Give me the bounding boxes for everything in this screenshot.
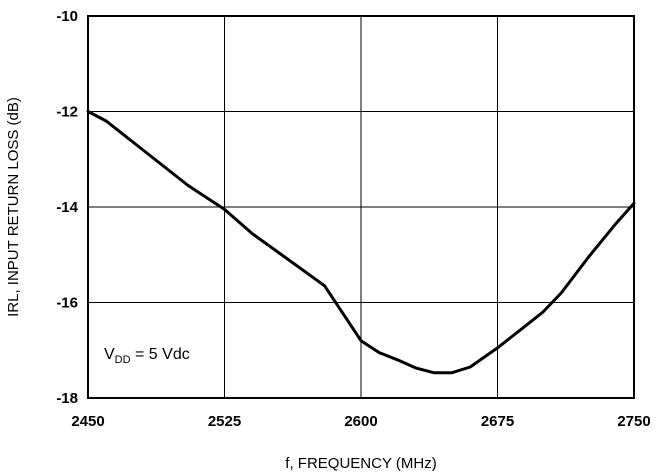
y-tick-label: -10 — [56, 8, 78, 25]
y-tick-labels: -10 -12 -14 -16 -18 — [56, 8, 94, 407]
series-line — [86, 110, 636, 375]
y-tick-label: -18 — [56, 390, 78, 407]
x-tick-label: 2675 — [481, 413, 514, 430]
annotation-background — [98, 338, 210, 368]
x-tick-label: 2600 — [344, 413, 377, 430]
vdd-annotation: VDD = 5 Vdc — [104, 346, 190, 366]
y-tick-label: -12 — [56, 104, 78, 121]
x-tick-label: 2525 — [208, 413, 241, 430]
annotation-subscript: DD — [115, 354, 131, 366]
x-axis-label: f, FREQUENCY (MHz) — [285, 455, 436, 472]
y-axis-label: IRL, INPUT RETURN LOSS (dB) — [5, 97, 22, 317]
series-group — [86, 110, 636, 375]
y-tick-label: -14 — [56, 199, 78, 216]
x-tick-label: 2450 — [71, 413, 104, 430]
annotation-main: V — [104, 346, 115, 363]
grid-lines — [88, 16, 634, 398]
x-tick-labels: 2450 2525 2600 2675 2750 — [71, 392, 651, 430]
annotation-rest: = 5 Vdc — [131, 346, 190, 363]
y-tick-label: -16 — [56, 295, 78, 312]
x-tick-label: 2750 — [617, 413, 650, 430]
